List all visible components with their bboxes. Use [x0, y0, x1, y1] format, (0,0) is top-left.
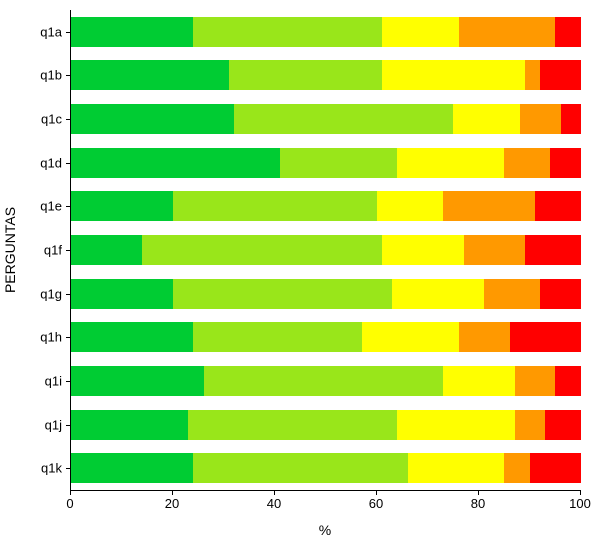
bar-row: [71, 366, 581, 396]
y-axis-label: q1d: [40, 155, 62, 170]
bar-row: [71, 453, 581, 483]
y-axis-label: q1g: [40, 286, 62, 301]
x-tick: [70, 490, 71, 495]
bar-segment: [392, 279, 484, 309]
bar-segment: [555, 17, 581, 47]
bar-row: [71, 410, 581, 440]
bar-segment: [204, 366, 444, 396]
bar-segment: [71, 191, 173, 221]
bar-segment: [484, 279, 540, 309]
x-tick: [172, 490, 173, 495]
y-axis-label: q1b: [40, 68, 62, 83]
bar-segment: [464, 235, 525, 265]
bar-segment: [71, 322, 193, 352]
bar-segment: [459, 322, 510, 352]
bar-segment: [377, 191, 443, 221]
bar-segment: [362, 322, 459, 352]
bar-segment: [515, 410, 546, 440]
bar-segment: [71, 60, 229, 90]
bar-segment: [561, 104, 581, 134]
bar-segment: [188, 410, 397, 440]
bar-segment: [443, 366, 514, 396]
x-tick: [580, 490, 581, 495]
bar-segment: [525, 235, 581, 265]
bar-segment: [515, 366, 556, 396]
y-axis-label: q1c: [41, 112, 62, 127]
bar-segment: [504, 453, 530, 483]
stacked-bar-chart: PERGUNTAS q1a q1b q1c q1d q1e q1f q1g q1h q1i q1j…: [0, 0, 600, 546]
bar-segment: [397, 410, 514, 440]
bar-segment: [71, 366, 204, 396]
bar-segment: [71, 148, 280, 178]
y-axis-label: q1a: [40, 24, 62, 39]
bar-segment: [459, 17, 556, 47]
bar-row: [71, 60, 581, 90]
bar-segment: [408, 453, 505, 483]
bar-segment: [504, 148, 550, 178]
x-axis-label: 40: [267, 496, 281, 511]
x-axis-title: %: [70, 522, 580, 538]
y-axis-label: q1e: [40, 199, 62, 214]
bar-segment: [453, 104, 519, 134]
y-axis-title: PERGUNTAS: [0, 0, 20, 500]
bar-segment: [510, 322, 581, 352]
bar-row: [71, 191, 581, 221]
y-axis-label: q1h: [40, 330, 62, 345]
y-axis-label: q1f: [44, 243, 62, 258]
bar-segment: [173, 279, 392, 309]
bar-segment: [71, 104, 234, 134]
bar-row: [71, 148, 581, 178]
bar-segment: [193, 453, 407, 483]
plot-area: [70, 10, 581, 491]
bar-segment: [382, 235, 464, 265]
bar-row: [71, 322, 581, 352]
bar-segment: [525, 60, 540, 90]
bar-segment: [382, 17, 459, 47]
bar-segment: [443, 191, 535, 221]
y-axis-title-text: PERGUNTAS: [2, 207, 18, 293]
x-axis-label: 100: [569, 496, 591, 511]
bar-segment: [382, 60, 525, 90]
y-axis-labels: q1a q1b q1c q1d q1e q1f q1g q1h q1i q1j q1k: [20, 10, 68, 490]
x-axis-label: 60: [369, 496, 383, 511]
bar-segment: [71, 235, 142, 265]
bar-segment: [520, 104, 561, 134]
bar-segment: [173, 191, 377, 221]
x-axis-title-text: %: [319, 522, 331, 538]
y-axis-label: q1j: [45, 417, 62, 432]
x-axis-label: 80: [471, 496, 485, 511]
bar-segment: [71, 410, 188, 440]
bar-segment: [540, 60, 581, 90]
y-axis-label: q1k: [41, 461, 62, 476]
x-tick: [478, 490, 479, 495]
bar-row: [71, 235, 581, 265]
bar-segment: [530, 453, 581, 483]
bar-segment: [540, 279, 581, 309]
bar-row: [71, 104, 581, 134]
bar-segment: [71, 17, 193, 47]
bar-row: [71, 17, 581, 47]
bar-segment: [193, 322, 361, 352]
bar-segment: [234, 104, 453, 134]
bar-segment: [229, 60, 382, 90]
x-tick: [274, 490, 275, 495]
bar-segment: [71, 279, 173, 309]
bar-segment: [550, 148, 581, 178]
x-axis-label: 20: [165, 496, 179, 511]
x-axis-label: 0: [66, 496, 73, 511]
bar-segment: [193, 17, 382, 47]
bar-segment: [555, 366, 581, 396]
y-axis-label: q1i: [45, 373, 62, 388]
x-axis: 020406080100: [70, 490, 580, 520]
bar-row: [71, 279, 581, 309]
bar-segment: [71, 453, 193, 483]
bar-segment: [280, 148, 397, 178]
bar-segment: [142, 235, 382, 265]
bar-segment: [535, 191, 581, 221]
x-tick: [376, 490, 377, 495]
bar-segment: [397, 148, 504, 178]
bar-segment: [545, 410, 581, 440]
